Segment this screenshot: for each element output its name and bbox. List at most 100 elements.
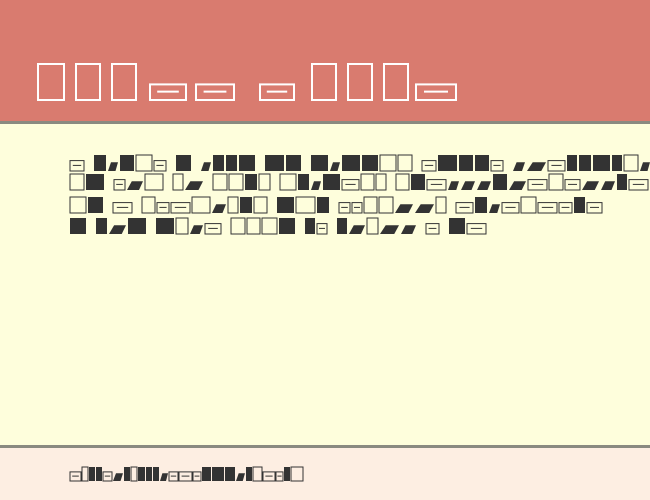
- glyph: [69, 160, 85, 172]
- glyph: [204, 223, 222, 235]
- glyph: [593, 155, 610, 171]
- glyph: [239, 155, 255, 171]
- glyph: [156, 218, 174, 234]
- glyph: [135, 154, 153, 172]
- glyph: [69, 196, 87, 214]
- glyph: [349, 225, 365, 234]
- glyph: [363, 196, 378, 214]
- glyph: [212, 204, 226, 213]
- glyph: [628, 179, 649, 191]
- glyph: [362, 155, 378, 171]
- glyph: [172, 173, 184, 191]
- glyph: [96, 467, 102, 481]
- glyph: [623, 154, 639, 172]
- glyph: [567, 155, 577, 171]
- glyph: [438, 155, 457, 171]
- glyph: [311, 63, 337, 101]
- glyph: [448, 181, 459, 190]
- glyph: [201, 162, 211, 171]
- glyph: [261, 217, 278, 235]
- glyph: [213, 155, 224, 171]
- glyph: [330, 162, 340, 171]
- glyph: [168, 471, 179, 482]
- glyph: [489, 204, 500, 213]
- glyph: [395, 173, 410, 191]
- glyph-layer: [37, 63, 650, 482]
- glyph: [246, 217, 261, 235]
- glyph: [190, 225, 203, 234]
- glyph: [258, 173, 271, 191]
- glyph: [202, 467, 211, 481]
- glyph: [275, 471, 284, 482]
- glyph: [380, 225, 399, 234]
- glyph: [435, 196, 447, 214]
- glyph: [401, 225, 416, 234]
- glyph: [120, 155, 134, 171]
- glyph: [253, 196, 268, 214]
- glyph: [111, 63, 137, 101]
- glyph: [360, 173, 375, 191]
- glyph: [102, 471, 113, 482]
- glyph: [311, 155, 328, 171]
- glyph: [347, 63, 373, 101]
- glyph: [108, 162, 118, 171]
- glyph: [317, 197, 329, 213]
- glyph: [113, 473, 123, 481]
- glyph: [537, 202, 558, 214]
- glyph: [149, 83, 187, 102]
- glyph: [226, 155, 237, 171]
- glyph: [501, 202, 520, 214]
- glyph: [586, 202, 603, 214]
- glyph: [75, 63, 101, 101]
- glyph: [379, 154, 397, 172]
- glyph: [295, 196, 316, 214]
- glyph: [617, 174, 627, 190]
- glyph: [236, 473, 245, 481]
- glyph: [298, 174, 309, 190]
- glyph: [527, 162, 546, 171]
- glyph: [112, 202, 133, 214]
- glyph: [113, 179, 126, 191]
- glyph: [426, 179, 447, 191]
- glyph: [316, 223, 328, 235]
- glyph: [558, 202, 573, 214]
- glyph: [156, 202, 170, 214]
- glyph: [37, 63, 65, 101]
- glyph: [245, 174, 257, 190]
- glyph: [411, 174, 425, 190]
- glyph: [124, 467, 130, 481]
- glyph: [109, 225, 126, 234]
- glyph: [375, 173, 387, 191]
- glyph: [338, 202, 351, 214]
- glyph: [128, 218, 146, 234]
- glyph: [311, 181, 321, 190]
- glyph: [70, 218, 86, 234]
- glyph: [466, 223, 487, 235]
- glyph: [69, 173, 85, 191]
- glyph: [86, 174, 104, 190]
- glyph: [153, 467, 159, 481]
- glyph: [146, 467, 152, 481]
- glyph: [548, 173, 564, 191]
- glyph: [449, 218, 465, 234]
- glyph: [246, 467, 252, 481]
- glyph: [176, 155, 191, 171]
- glyph: [378, 196, 394, 214]
- glyph: [160, 473, 168, 481]
- glyph: [286, 155, 301, 171]
- glyph: [351, 202, 363, 214]
- glyph: [175, 217, 189, 235]
- glyph: [212, 467, 224, 481]
- glyph: [178, 471, 193, 482]
- glyph: [342, 155, 360, 171]
- glyph: [96, 218, 107, 234]
- glyph: [265, 155, 284, 171]
- glyph: [520, 196, 537, 214]
- glyph: [305, 218, 315, 234]
- glyph: [252, 466, 263, 482]
- glyph: [421, 160, 437, 172]
- glyph: [262, 471, 276, 482]
- glyph: [225, 467, 235, 481]
- footer-band: [0, 448, 650, 500]
- glyph: [564, 179, 581, 191]
